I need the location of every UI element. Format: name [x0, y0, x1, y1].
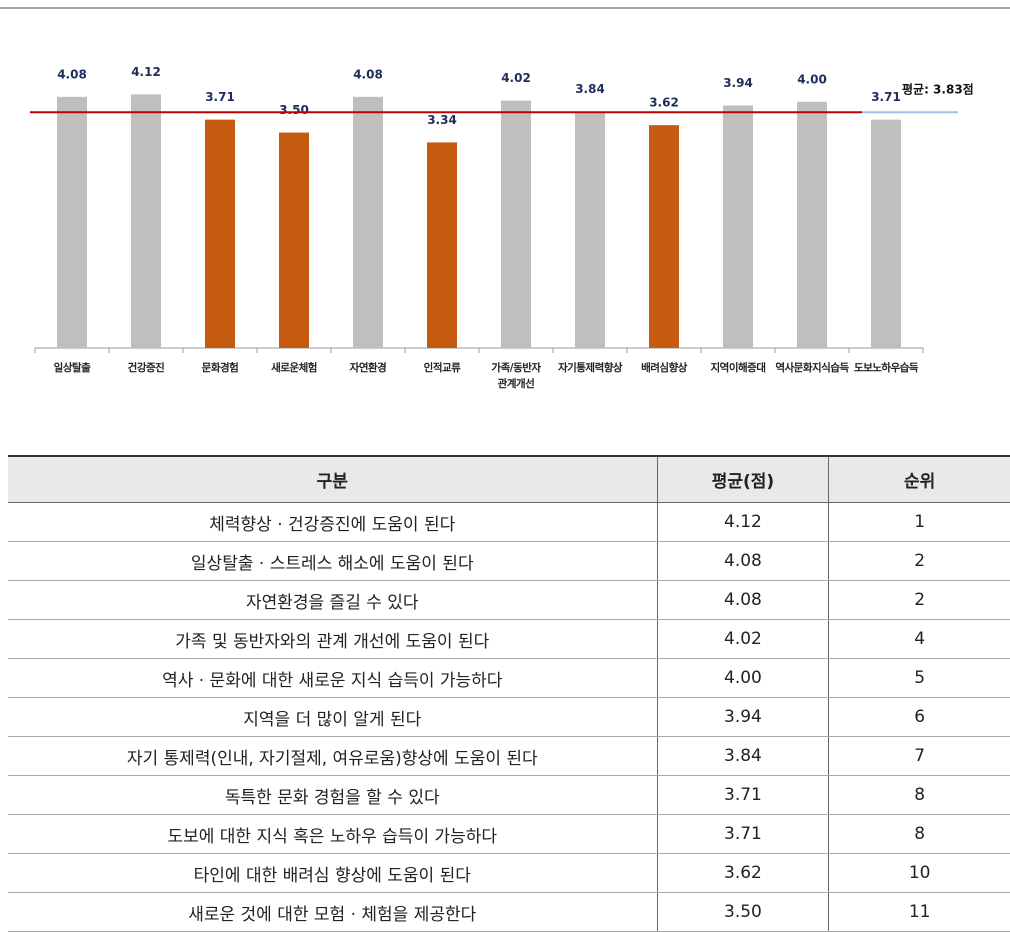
cell: 가족 및 동반자와의 관계 개선에 도움이 된다 — [8, 619, 658, 659]
row: 체력향상 · 건강증진에 도움이 된다 4.12 1 — [8, 502, 1010, 542]
value-label: 4.00 — [797, 72, 827, 86]
value-label: 4.02 — [501, 71, 531, 85]
cell: 8 — [828, 814, 1010, 854]
row: 지역을 더 많이 알게 된다 3.94 6 — [8, 697, 1010, 737]
cell: 4.08 — [656, 580, 829, 620]
value-label: 3.71 — [205, 90, 235, 104]
cell: 일상탈출 · 스트레스 해소에 도움이 된다 — [8, 541, 658, 581]
cell: 자연환경을 즐길 수 있다 — [8, 580, 658, 620]
bar — [205, 119, 235, 348]
cell: 3.50 — [656, 892, 829, 932]
x-tick-label: 인적교류 — [423, 362, 461, 374]
x-tick-label: 역사문화지식습득 — [775, 362, 849, 374]
value-label: 3.71 — [871, 90, 901, 104]
row: 일상탈출 · 스트레스 해소에 도움이 된다 4.08 2 — [8, 541, 1010, 581]
row: 역사 · 문화에 대한 새로운 지식 습득이 가능하다 4.00 5 — [8, 658, 1010, 698]
row: 자연환경을 즐길 수 있다 4.08 2 — [8, 580, 1010, 620]
value-label: 3.50 — [279, 103, 309, 117]
row: 도보에 대한 지식 혹은 노하우 습득이 가능하다 3.71 8 — [8, 814, 1010, 854]
cell: 타인에 대한 배려심 향상에 도움이 된다 — [8, 853, 658, 893]
bar — [427, 142, 457, 348]
x-tick-label: 문화경험 — [201, 362, 239, 374]
cell: 4.12 — [656, 502, 829, 542]
value-label: 3.94 — [723, 76, 753, 90]
bar — [131, 94, 161, 348]
header-cell: 구분 — [8, 455, 658, 503]
bar — [723, 105, 753, 349]
cell: 새로운 것에 대한 모험 · 체험을 제공한다 — [8, 892, 658, 932]
bar — [353, 96, 383, 348]
cell: 1 — [828, 502, 1010, 542]
cell: 6 — [828, 697, 1010, 737]
average-label: 평균: 3.83점 — [902, 82, 974, 97]
x-tick-label: 자연환경 — [349, 362, 387, 374]
cell: 11 — [828, 892, 1010, 932]
bar — [575, 111, 605, 348]
cell: 4.02 — [656, 619, 829, 659]
header-cell: 평균(점) — [656, 455, 829, 503]
cell: 7 — [828, 736, 1010, 776]
value-label: 4.08 — [353, 67, 383, 81]
bar — [279, 132, 309, 348]
cell: 독특한 문화 경험을 할 수 있다 — [8, 775, 658, 815]
cell: 3.94 — [656, 697, 829, 737]
header-cell: 순위 — [828, 455, 1010, 503]
cell: 2 — [828, 541, 1010, 581]
chart: 4.08 4.12 3.71 3.50 4.08 3.34 4.02 3.84 3.62 3.94… — [0, 7, 1010, 353]
row: 타인에 대한 배려심 향상에 도움이 된다 3.62 10 — [8, 853, 1010, 893]
cell: 3.84 — [656, 736, 829, 776]
bar — [649, 125, 679, 349]
x-tick-label: 일상탈출 — [53, 362, 91, 374]
cell: 역사 · 문화에 대한 새로운 지식 습득이 가능하다 — [8, 658, 658, 698]
value-label: 3.34 — [427, 113, 457, 127]
value-label: 3.62 — [649, 96, 679, 110]
bar — [501, 100, 531, 349]
cell: 3.71 — [656, 814, 829, 854]
cell: 4 — [828, 619, 1010, 659]
cell: 도보에 대한 지식 혹은 노하우 습득이 가능하다 — [8, 814, 658, 854]
cell: 10 — [828, 853, 1010, 893]
cell: 지역을 더 많이 알게 된다 — [8, 697, 658, 737]
bar — [57, 96, 87, 348]
x-tick-label: 새로운체험 — [271, 362, 317, 374]
x-tick-label: 건강증진 — [127, 362, 165, 374]
bar — [797, 101, 827, 349]
cell: 3.71 — [656, 775, 829, 815]
x-tick-label: 지역이해증대 — [710, 362, 766, 374]
cell: 2 — [828, 580, 1010, 620]
value-label: 4.12 — [131, 65, 161, 79]
row: 자기 통제력(인내, 자기절제, 여유로움)향상에 도움이 된다 3.84 7 — [8, 736, 1010, 776]
value-label: 4.08 — [57, 67, 87, 81]
cell: 4.08 — [656, 541, 829, 581]
table: 구분 평균(점) 순위 체력향상 · 건강증진에 도움이 된다 4.12 1 일상탈출 · … — [8, 455, 1010, 932]
row: 새로운 것에 대한 모험 · 체험을 제공한다 3.50 11 — [8, 892, 1010, 932]
cell: 자기 통제력(인내, 자기절제, 여유로움)향상에 도움이 된다 — [8, 736, 658, 776]
cell: 체력향상 · 건강증진에 도움이 된다 — [8, 502, 658, 542]
cell: 4.00 — [656, 658, 829, 698]
value-label: 3.84 — [575, 82, 605, 96]
x-tick-label: 도보노하우습득 — [853, 362, 919, 374]
bar — [871, 119, 901, 348]
x-tick-label: 배려심향상 — [641, 362, 687, 374]
row: 독특한 문화 경험을 할 수 있다 3.71 8 — [8, 775, 1010, 815]
x-tick-label: 자기통제력향상 — [557, 362, 623, 374]
cell: 3.62 — [656, 853, 829, 893]
cell: 8 — [828, 775, 1010, 815]
x-tick-label: 가족/동반자 관계개선 — [491, 362, 541, 390]
row: 가족 및 동반자와의 관계 개선에 도움이 된다 4.02 4 — [8, 619, 1010, 659]
cell: 5 — [828, 658, 1010, 698]
